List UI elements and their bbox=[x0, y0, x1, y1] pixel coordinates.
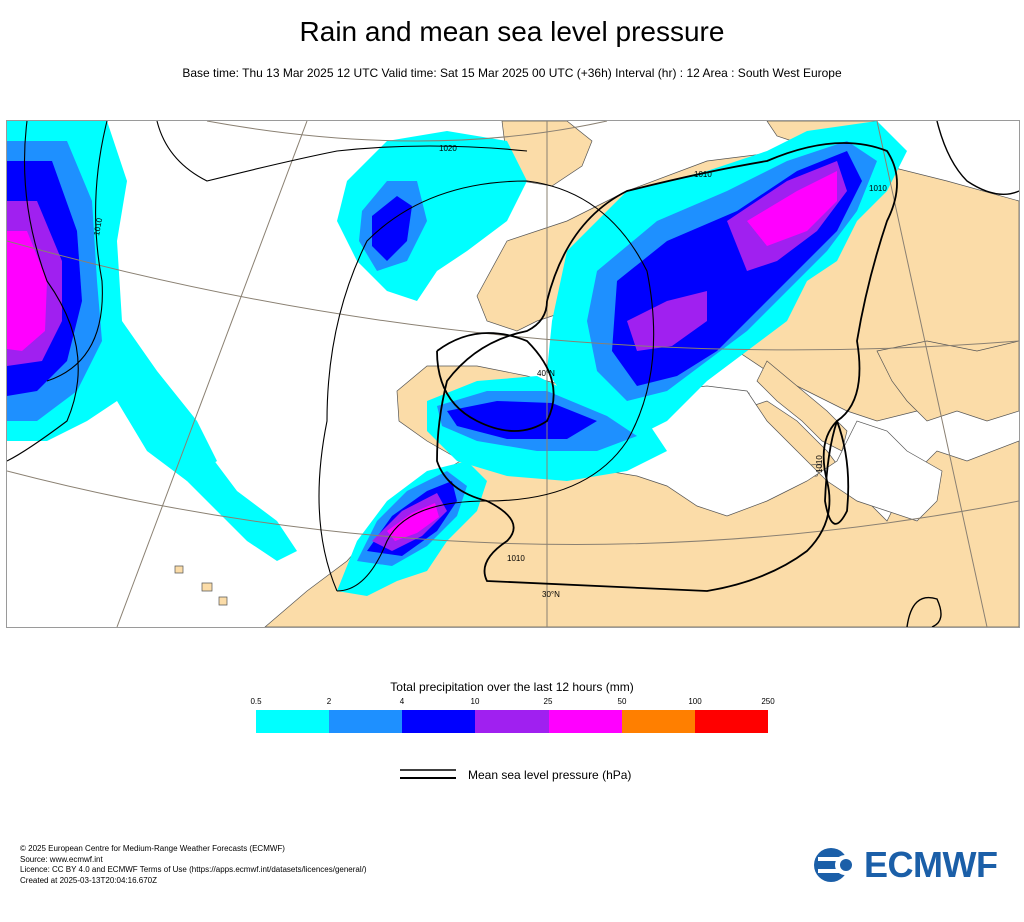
isobar-label-1010-east: 1010 bbox=[869, 184, 887, 193]
legend-tick-label: 2 bbox=[326, 697, 332, 706]
isobar-libya bbox=[906, 596, 942, 627]
map-svg: 1020 1010 1010 1010 1010 1010 40°N 30°N bbox=[7, 121, 1019, 627]
legend-tick-label: 250 bbox=[761, 697, 775, 706]
legend-tick-label: 4 bbox=[399, 697, 405, 706]
precip-france-magenta bbox=[747, 171, 837, 246]
isobar-iberia-ring bbox=[318, 180, 655, 592]
legend-tick-label: 25 bbox=[543, 697, 553, 706]
precip-biscay-darkblue bbox=[372, 196, 412, 261]
precip-south-iberia-darkblue bbox=[447, 401, 597, 439]
isobar-iberia-inner bbox=[436, 332, 555, 432]
isobar-balkans bbox=[936, 121, 1019, 195]
land-balkans-greece bbox=[876, 340, 1019, 422]
isobar-label-1010-france: 1010 bbox=[694, 170, 712, 179]
chart-subtitle: Base time: Thu 13 Mar 2025 12 UTC Valid … bbox=[182, 66, 842, 80]
graticule-meridian-east bbox=[876, 121, 988, 627]
legend-tick-label: 100 bbox=[688, 697, 702, 706]
map-panel: 1020 1010 1010 1010 1010 1010 40°N 30°N bbox=[6, 120, 1020, 628]
isobar-label-1010-atlantic: 1010 bbox=[92, 217, 104, 237]
legend-tick-label: 10 bbox=[470, 697, 480, 706]
isobar-atlantic-outer bbox=[46, 121, 108, 382]
precip-atlantic-trail bbox=[107, 321, 297, 561]
graticule-meridian-west bbox=[116, 121, 308, 627]
graticule-parallel-south bbox=[7, 470, 1019, 545]
isobar-label-1010-sahara: 1010 bbox=[507, 554, 525, 563]
ecmwf-logo-text: ECMWF bbox=[864, 844, 998, 885]
isobar-atlantic-low bbox=[7, 121, 79, 462]
legend-tick-label: 50 bbox=[617, 697, 627, 706]
legend-colorbar bbox=[256, 710, 768, 733]
legend-title: Total precipitation over the last 12 hou… bbox=[390, 680, 634, 694]
graticule-label-40n: 40°N bbox=[537, 369, 555, 378]
legend-color-segment bbox=[694, 710, 768, 733]
legend-color-segment bbox=[621, 710, 695, 733]
credit-line: Source: www.ecmwf.int bbox=[20, 854, 103, 864]
pressure-legend-label: Mean sea level pressure (hPa) bbox=[468, 768, 632, 782]
legend-tick-label: 0.5 bbox=[250, 697, 262, 706]
graticule-arc-top bbox=[206, 121, 608, 142]
legend-color-segment bbox=[256, 710, 330, 733]
credit-line: © 2025 European Centre for Medium-Range … bbox=[20, 844, 285, 853]
legend-color-segment bbox=[475, 710, 549, 733]
isobar-sicily-low bbox=[824, 420, 850, 525]
credit-line: Created at 2025-03-13T20:04:16.670Z bbox=[20, 875, 157, 885]
precip-italy-purple bbox=[627, 291, 707, 351]
legend-ticks: 0.5 2 4 10 25 50 100 250 bbox=[250, 697, 774, 709]
isobar-label-1020: 1020 bbox=[439, 144, 457, 153]
precip-atlantic-magenta bbox=[7, 231, 47, 351]
isobars bbox=[7, 121, 1019, 627]
ecmwf-logo-icon bbox=[814, 848, 855, 882]
legend-color-segment bbox=[402, 710, 476, 733]
precip-25-50mm bbox=[7, 171, 837, 541]
precip-morocco-magenta bbox=[387, 503, 439, 541]
credit-line: Licence: CC BY 4.0 and ECMWF Terms of Us… bbox=[20, 865, 367, 874]
isobar-1020-azores bbox=[156, 121, 528, 182]
legend-color-segment bbox=[329, 710, 403, 733]
isobar-label-1010-med: 1010 bbox=[815, 455, 824, 473]
legend-color-segment bbox=[548, 710, 622, 733]
graticule-label-30n: 30°N bbox=[542, 590, 560, 599]
land-canary-islands bbox=[174, 565, 228, 606]
chart-title: Rain and mean sea level pressure bbox=[299, 16, 725, 47]
pressure-line-icon bbox=[400, 769, 456, 779]
land-italy bbox=[756, 360, 848, 452]
credits: © 2025 European Centre for Medium-Range … bbox=[20, 844, 367, 886]
